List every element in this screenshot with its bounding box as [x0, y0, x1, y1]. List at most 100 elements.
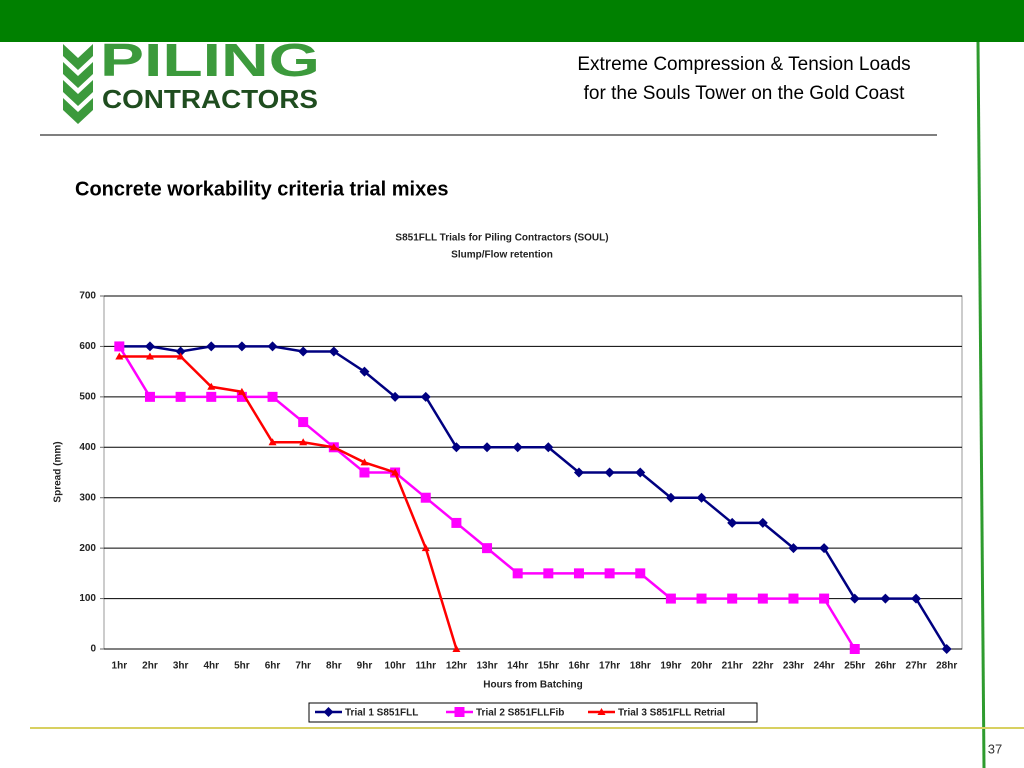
logo-chevrons: [63, 44, 93, 124]
series-line: [119, 355, 458, 650]
x-tick-label: 15hr: [538, 661, 559, 672]
x-tick-label: 21hr: [722, 661, 743, 672]
x-tick-label: 25hr: [844, 661, 865, 672]
plot-frame: [103, 295, 963, 650]
marker: [236, 341, 247, 352]
marker: [451, 517, 462, 528]
x-tick-label: 6hr: [265, 661, 281, 672]
marker: [665, 492, 676, 503]
marker: [176, 352, 185, 360]
marker: [849, 593, 860, 604]
x-tick-label: 8hr: [326, 661, 342, 672]
marker: [359, 366, 370, 377]
marker: [115, 352, 124, 360]
x-tick-label: 20hr: [691, 661, 712, 672]
marker: [144, 341, 155, 352]
marker: [727, 593, 738, 604]
marker: [390, 391, 401, 402]
marker: [757, 517, 768, 528]
marker: [360, 458, 369, 466]
marker: [420, 391, 431, 402]
marker: [452, 645, 461, 652]
marker: [604, 568, 615, 579]
side-rule: [976, 41, 986, 768]
y-tick-label: 0: [90, 644, 96, 655]
marker: [268, 438, 277, 446]
series-line: [119, 345, 948, 650]
marker: [175, 346, 186, 357]
x-tick-label: 3hr: [173, 661, 189, 672]
marker: [206, 341, 217, 352]
marker: [298, 346, 309, 357]
marker: [819, 543, 830, 554]
marker: [482, 442, 493, 453]
marker: [635, 568, 646, 579]
x-tick-label: 11hr: [415, 661, 436, 672]
marker: [573, 467, 584, 478]
legend-marker: [323, 707, 334, 717]
marker: [299, 438, 308, 446]
subtitle: Concrete workability criteria trial mixe…: [75, 178, 449, 200]
x-tick-label: 17hr: [599, 661, 620, 672]
marker: [819, 593, 830, 604]
legend-label: Trial 3 S851FLL Retrial: [618, 708, 725, 719]
marker: [144, 391, 155, 402]
y-tick-label: 400: [79, 442, 96, 453]
legend-box: [308, 702, 758, 723]
marker: [604, 467, 615, 478]
legend-marker: [597, 708, 606, 715]
marker: [328, 346, 339, 357]
logo-text: CONTRACTORS: [102, 84, 318, 114]
x-tick-label: 10hr: [385, 661, 406, 672]
marker: [421, 544, 430, 552]
marker: [451, 442, 462, 453]
x-tick-label: 28hr: [936, 661, 957, 672]
x-tick-label: 5hr: [234, 661, 250, 672]
marker: [267, 391, 278, 402]
marker: [359, 467, 370, 478]
marker: [696, 593, 707, 604]
marker: [512, 442, 523, 453]
x-tick-label: 27hr: [905, 661, 926, 672]
chart-subtitle: Slump/Flow retention: [451, 250, 553, 261]
x-tick-label: 24hr: [814, 661, 835, 672]
x-axis-title: Hours from Batching: [483, 680, 582, 691]
marker: [267, 341, 278, 352]
y-tick-label: 500: [79, 391, 96, 402]
legend-label: Trial 2 S851FLLFib: [476, 708, 564, 719]
marker: [329, 443, 338, 451]
x-tick-label: 16hr: [568, 661, 589, 672]
marker: [635, 467, 646, 478]
x-tick-label: 13hr: [476, 661, 497, 672]
marker: [237, 387, 246, 395]
x-tick-label: 26hr: [875, 661, 896, 672]
slide-title: Extreme Compression & Tension Loads: [577, 54, 910, 75]
legend-label: Trial 1 S851FLL: [345, 708, 418, 719]
marker: [420, 492, 431, 503]
marker: [696, 492, 707, 503]
marker: [911, 593, 922, 604]
logo-text: PILING: [100, 34, 320, 86]
marker: [757, 593, 768, 604]
marker: [543, 568, 554, 579]
marker: [391, 468, 400, 476]
marker: [788, 593, 799, 604]
marker: [788, 543, 799, 554]
x-tick-label: 12hr: [446, 661, 467, 672]
marker: [665, 593, 676, 604]
y-tick-label: 200: [79, 543, 96, 554]
chart-title: S851FLL Trials for Piling Contractors (S…: [395, 233, 608, 244]
x-tick-label: 14hr: [507, 661, 528, 672]
marker: [114, 341, 125, 352]
x-tick-label: 1hr: [112, 661, 128, 672]
page-number: 37: [988, 741, 1002, 756]
marker: [849, 644, 860, 654]
marker: [175, 391, 186, 402]
y-tick-label: 700: [79, 291, 96, 302]
x-tick-label: 19hr: [660, 661, 681, 672]
marker: [482, 543, 493, 554]
x-tick-label: 2hr: [142, 661, 158, 672]
legend-marker: [454, 707, 465, 717]
marker: [941, 644, 952, 654]
